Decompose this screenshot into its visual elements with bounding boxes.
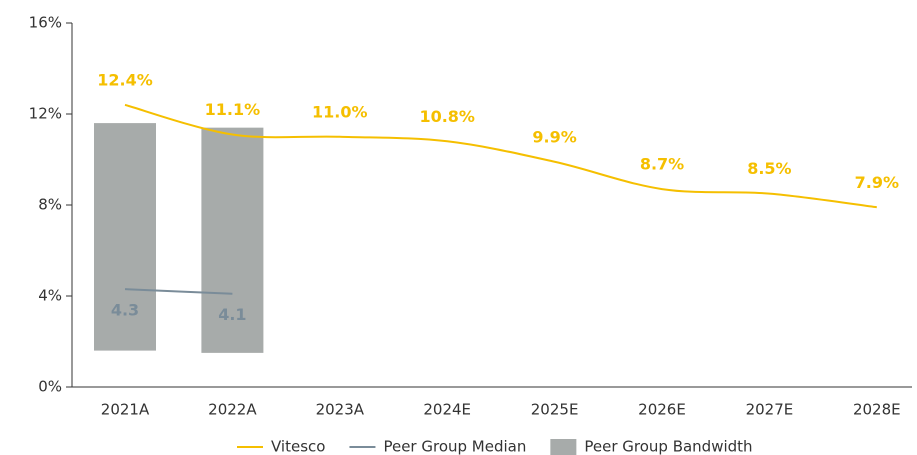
bandwidth-bar [201,127,264,353]
y-tick-label: 4% [38,287,62,305]
x-tick-label: 2025E [531,401,579,419]
vitesco-line-label: 11.1% [205,100,261,119]
x-tick-label: 2023A [316,401,365,419]
x-tick-label: 2021A [101,401,150,419]
x-tick-label: 2026E [638,401,686,419]
vitesco-line-label: 11.0% [312,102,368,121]
vitesco-line [124,103,877,209]
x-tick-label: 2022A [208,401,257,419]
y-tick-label: 8% [38,196,62,214]
y-tick-label: 16% [29,14,62,32]
y-tick-label: 0% [38,378,62,396]
peer-median-line [124,288,233,295]
legend-label: Vitesco [271,438,325,455]
legend-label: Peer Group Bandwidth [584,438,752,455]
vitesco-line-label: 8.5% [747,159,791,178]
legend-swatch [550,439,577,455]
vitesco-line-label: 9.9% [532,127,576,146]
vitesco-line-label: 12.4% [97,70,153,89]
vitesco-line-label: 10.8% [419,107,475,126]
legend-label: Peer Group Median [383,438,526,455]
peer-median-line-label: 4.3 [111,301,139,320]
vitesco-line-label: 7.9% [855,173,899,192]
x-tick-label: 2027E [746,401,794,419]
bandwidth-bar [94,123,156,351]
y-tick-label: 12% [29,105,62,123]
vitesco-line-label: 8.7% [640,155,684,174]
peer-median-line-label: 4.1 [218,305,246,324]
x-tick-label: 2024E [423,401,471,419]
x-tick-label: 2028E [853,401,901,419]
